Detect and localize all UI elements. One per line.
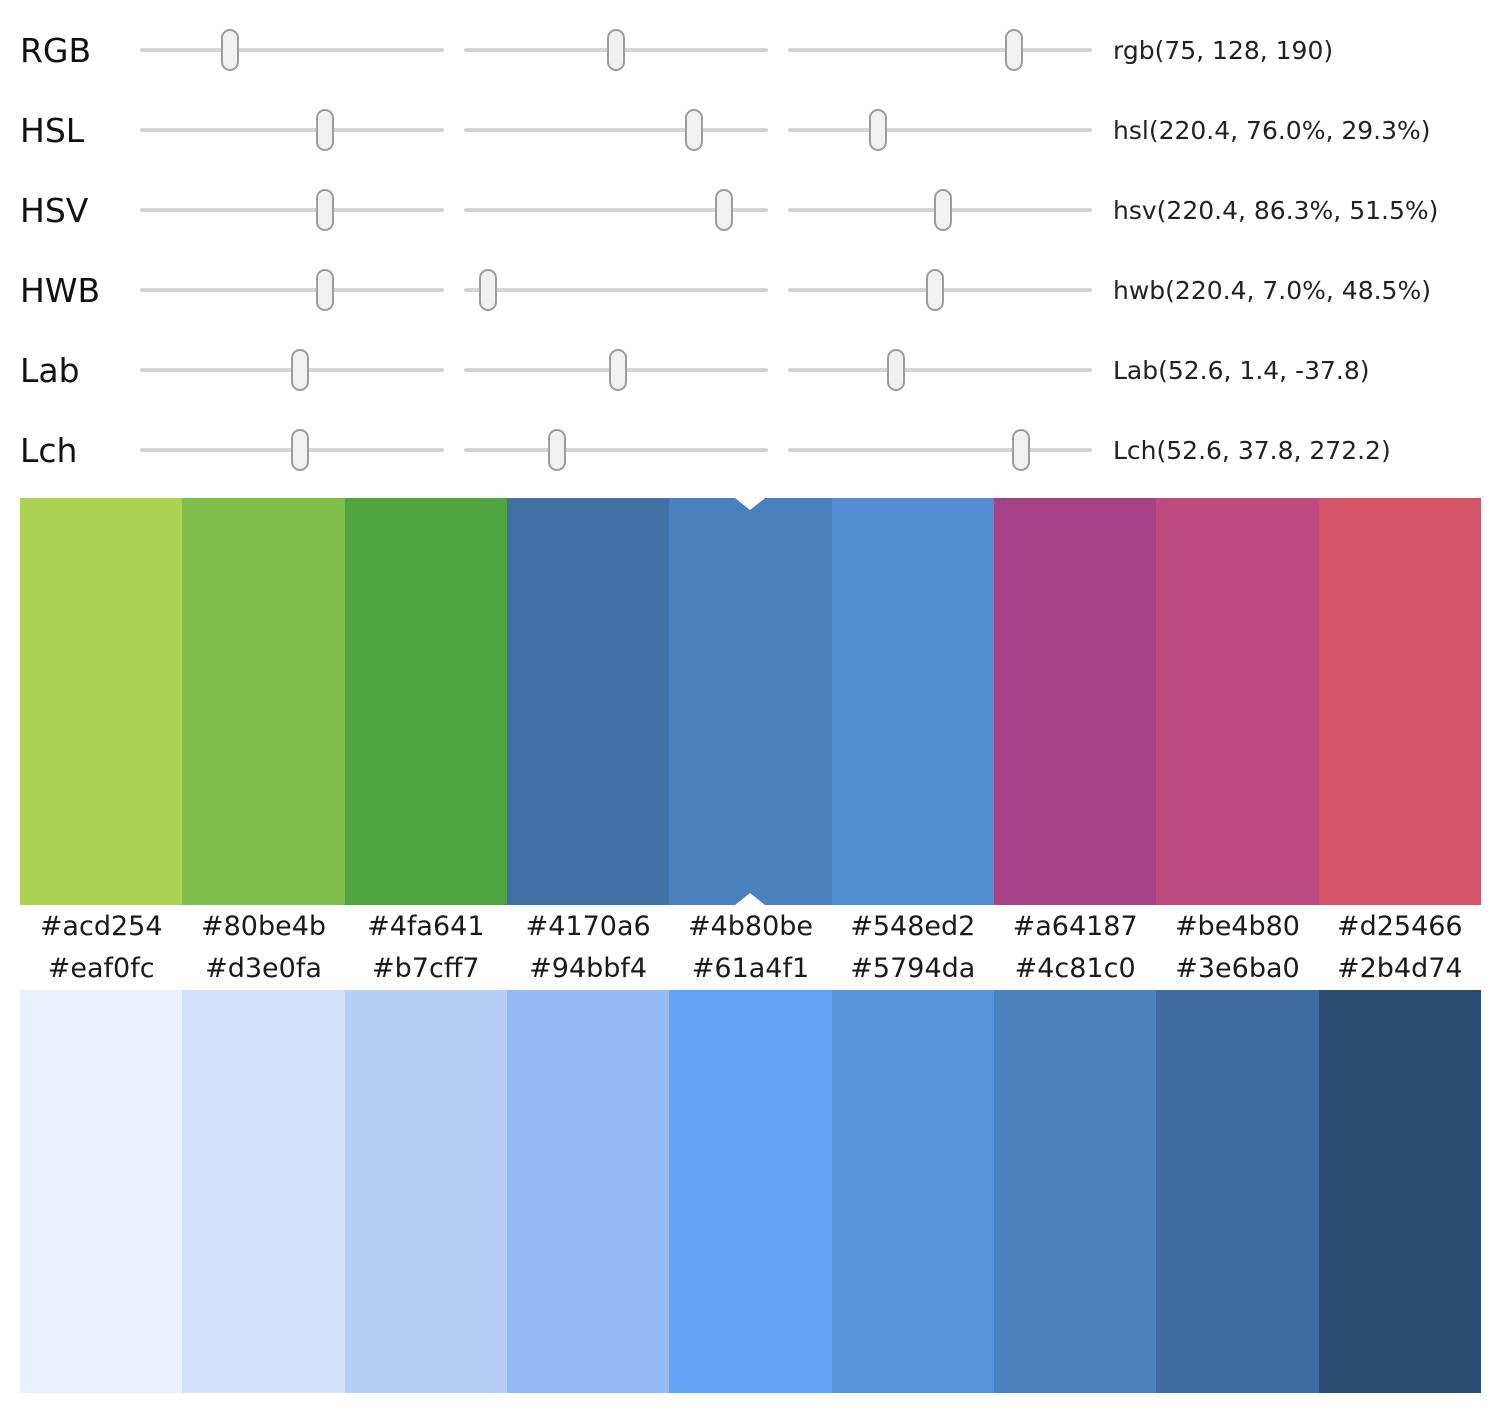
hue-hex-label-2: #4fa641 — [367, 910, 485, 942]
hue-hex-label-7: #be4b80 — [1174, 910, 1300, 942]
slider-row-hsl: HSL hsl(220.4, 76.0%, 29.3%) — [20, 90, 1501, 170]
hsl-slider-3[interactable] — [788, 109, 1092, 151]
lightness-swatch-6[interactable] — [993, 990, 1157, 1393]
slider-row-hwb: HWB hwb(220.4, 7.0%, 48.5%) — [20, 250, 1501, 330]
hue-swatch-5[interactable] — [831, 498, 994, 905]
hsl-slider-1[interactable] — [140, 109, 444, 151]
lch-slider-3-thumb[interactable] — [1011, 429, 1030, 471]
lightness-swatch-7[interactable] — [1156, 990, 1319, 1393]
hwb-slider-2[interactable] — [464, 269, 768, 311]
slider-panel: RGB rgb(75, 128, 190) HSL hsl(220.4, 76.… — [0, 0, 1501, 490]
hue-hex-label-0: #acd254 — [39, 910, 163, 942]
lightness-hex-label-0: #eaf0fc — [47, 953, 155, 984]
lightness-swatch-5[interactable] — [831, 990, 994, 1393]
hue-swatch-2[interactable] — [344, 498, 507, 905]
lab-value-readout: Lab(52.6, 1.4, -37.8) — [1113, 355, 1370, 385]
hue-hex-labels: #acd254 #80be4b #4fa641 #4170a6 #4b80be #548e… — [20, 905, 1481, 947]
lch-slider-2[interactable] — [464, 429, 768, 471]
rgb-value-readout: rgb(75, 128, 190) — [1113, 35, 1334, 65]
lab-slider-3-thumb[interactable] — [886, 349, 905, 391]
lightness-hex-label-2: #b7cff7 — [372, 953, 480, 984]
hue-swatch-6[interactable] — [993, 498, 1157, 905]
hsl-slider-2[interactable] — [464, 109, 768, 151]
hsv-slider-3-thumb[interactable] — [934, 189, 953, 231]
lch-slider-1-thumb[interactable] — [290, 429, 309, 471]
hsv-slider-3[interactable] — [788, 189, 1092, 231]
hsl-slider-3-thumb[interactable] — [868, 109, 887, 151]
hsl-slider-2-thumb[interactable] — [684, 109, 703, 151]
lch-value-readout: Lch(52.6, 37.8, 272.2) — [1113, 435, 1391, 465]
lightness-hex-label-5: #5794da — [850, 953, 976, 984]
hwb-slider-2-thumb[interactable] — [479, 269, 498, 311]
lightness-swatch-2[interactable] — [344, 990, 507, 1393]
hwb-model-label: HWB — [20, 270, 101, 310]
hue-hex-label-6: #a64187 — [1012, 910, 1138, 942]
hue-hex-label-8: #d25466 — [1336, 910, 1463, 942]
lightness-swatch-0[interactable] — [20, 990, 183, 1393]
lab-slider-1-thumb[interactable] — [290, 349, 309, 391]
hsl-model-label: HSL — [20, 110, 85, 150]
hue-swatch-0[interactable] — [20, 498, 183, 905]
lab-model-label: Lab — [20, 350, 80, 390]
lightness-swatch-3[interactable] — [506, 990, 670, 1393]
lch-slider-3[interactable] — [788, 429, 1092, 471]
hsv-slider-2[interactable] — [464, 189, 768, 231]
lightness-hex-label-7: #3e6ba0 — [1175, 953, 1300, 984]
slider-row-lab: Lab Lab(52.6, 1.4, -37.8) — [20, 330, 1501, 410]
hwb-slider-1[interactable] — [140, 269, 444, 311]
slider-row-rgb: RGB rgb(75, 128, 190) — [20, 10, 1501, 90]
rgb-slider-3[interactable] — [788, 29, 1092, 71]
hue-hex-label-4: #4b80be — [687, 910, 813, 942]
lightness-swatch-4[interactable] — [669, 990, 832, 1393]
hwb-slider-3-thumb[interactable] — [926, 269, 945, 311]
hsv-slider-2-thumb[interactable] — [714, 189, 733, 231]
hue-swatch-3[interactable] — [506, 498, 670, 905]
hwb-slider-3[interactable] — [788, 269, 1092, 311]
rgb-slider-2-thumb[interactable] — [607, 29, 625, 71]
slider-row-hsv: HSV hsv(220.4, 86.3%, 51.5%) — [20, 170, 1501, 250]
lightness-swatch-8[interactable] — [1318, 990, 1481, 1393]
selected-swatch-caret-top-icon — [735, 498, 766, 510]
lightness-palette — [20, 990, 1481, 1393]
lightness-hex-label-1: #d3e0fa — [205, 953, 322, 984]
lightness-hex-label-3: #94bbf4 — [529, 953, 648, 984]
hsv-model-label: HSV — [20, 190, 89, 230]
hwb-slider-1-thumb[interactable] — [316, 269, 335, 311]
lightness-hex-label-8: #2b4d74 — [1336, 953, 1463, 984]
lightness-hex-labels: #eaf0fc #d3e0fa #b7cff7 #94bbf4 #61a4f1 #5794… — [20, 947, 1481, 990]
hue-swatch-8[interactable] — [1318, 498, 1481, 905]
hue-hex-label-3: #4170a6 — [525, 910, 651, 942]
lch-slider-2-thumb[interactable] — [547, 429, 566, 471]
slider-row-lch: Lch Lch(52.6, 37.8, 272.2) — [20, 410, 1501, 490]
rgb-slider-2[interactable] — [464, 29, 768, 71]
hue-palette — [20, 498, 1481, 905]
hue-swatch-4[interactable] — [669, 498, 832, 905]
lab-slider-2[interactable] — [464, 349, 768, 391]
lightness-swatch-1[interactable] — [182, 990, 345, 1393]
hsv-value-readout: hsv(220.4, 86.3%, 51.5%) — [1113, 195, 1439, 225]
rgb-slider-1-thumb[interactable] — [220, 29, 239, 71]
hwb-value-readout: hwb(220.4, 7.0%, 48.5%) — [1113, 275, 1431, 305]
lch-model-label: Lch — [20, 430, 78, 470]
hsl-value-readout: hsl(220.4, 76.0%, 29.3%) — [1113, 115, 1431, 145]
rgb-slider-3-thumb[interactable] — [1005, 29, 1024, 71]
rgb-slider-1[interactable] — [140, 29, 444, 71]
lab-slider-2-thumb[interactable] — [608, 349, 627, 391]
lightness-hex-label-6: #4c81c0 — [1014, 953, 1136, 984]
lab-slider-1[interactable] — [140, 349, 444, 391]
hue-swatch-1[interactable] — [182, 498, 345, 905]
hue-hex-label-1: #80be4b — [200, 910, 327, 942]
selected-swatch-caret-bottom-icon — [735, 893, 766, 905]
hue-swatch-7[interactable] — [1156, 498, 1319, 905]
lab-slider-3[interactable] — [788, 349, 1092, 391]
lch-slider-1[interactable] — [140, 429, 444, 471]
rgb-model-label: RGB — [20, 30, 92, 70]
hsv-slider-1-thumb[interactable] — [316, 189, 335, 231]
lightness-hex-label-4: #61a4f1 — [691, 953, 810, 984]
hsv-slider-1[interactable] — [140, 189, 444, 231]
hsl-slider-1-thumb[interactable] — [316, 109, 335, 151]
hue-hex-label-5: #548ed2 — [850, 910, 976, 942]
